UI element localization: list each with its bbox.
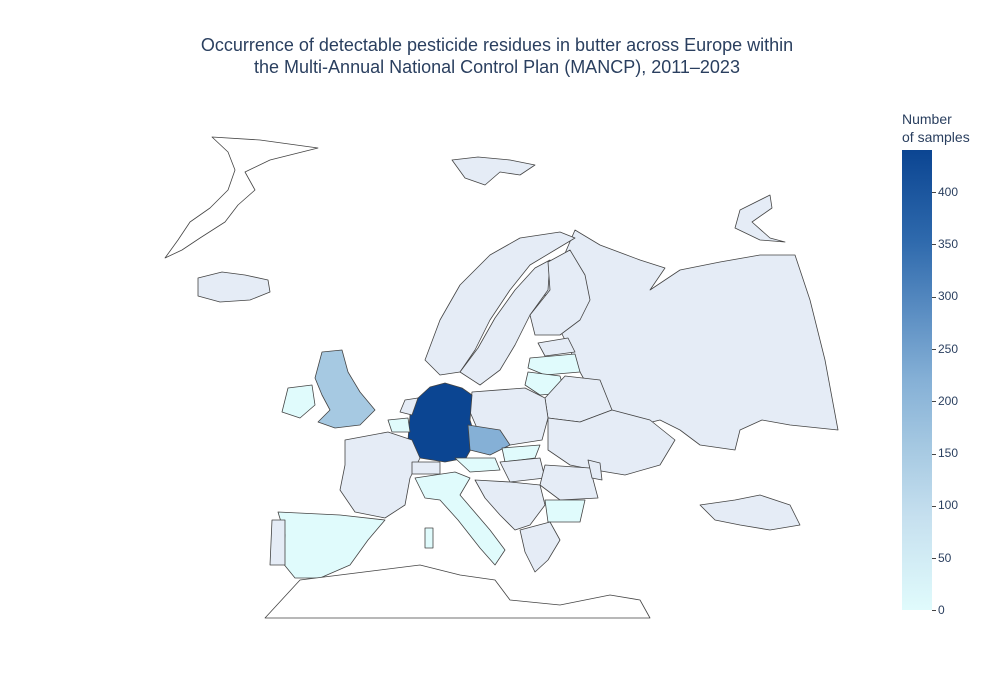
colorbar — [902, 150, 932, 610]
region-greece — [519, 521, 561, 573]
colorbar-tick-label: 300 — [932, 289, 958, 303]
colorbar-tick-label: 0 — [932, 603, 945, 617]
region-slovakia — [501, 444, 541, 463]
region-hungary — [499, 457, 546, 483]
region-romania — [539, 464, 599, 501]
chart-title-line-1: Occurrence of detectable pesticide resid… — [200, 35, 794, 55]
region-italy — [414, 471, 506, 566]
region-czechia — [467, 424, 511, 456]
colorbar-tick-label: 250 — [932, 342, 958, 356]
colorbar-title-line-1: Number — [902, 111, 952, 127]
region-iceland — [197, 271, 271, 303]
chart-title: Occurrence of detectable pesticide resid… — [0, 34, 994, 78]
colorbar-tick-label: 350 — [932, 237, 958, 251]
colorbar-tick-label: 50 — [932, 551, 951, 565]
region-moldova — [587, 459, 603, 481]
colorbar-title-line-2: of samples — [902, 129, 970, 145]
region-sardinia — [424, 527, 434, 549]
region-latvia — [527, 353, 581, 376]
region-spain — [277, 511, 386, 579]
colorbar-tick-label: 200 — [932, 394, 958, 408]
region-novaya-zemlya — [734, 194, 786, 243]
region-turkey — [699, 494, 801, 531]
region-north-africa — [264, 564, 651, 619]
chart-title-line-2: the Multi-Annual National Control Plan (… — [254, 57, 740, 77]
region-finland — [529, 249, 591, 336]
region-ukraine — [547, 409, 676, 476]
region-bulgaria — [544, 499, 586, 523]
region-balkans — [474, 479, 546, 531]
region-austria — [454, 457, 501, 473]
region-norway — [424, 231, 576, 376]
region-netherlands — [399, 397, 419, 416]
region-estonia — [537, 337, 576, 357]
colorbar-title: Number of samples — [902, 110, 997, 146]
colorbar-tick-label: 400 — [932, 185, 958, 199]
region-ireland — [281, 384, 316, 419]
region-belgium — [387, 417, 411, 433]
region-switzerland — [411, 461, 441, 475]
region-france — [339, 431, 421, 519]
region-greenland — [164, 136, 319, 259]
colorbar-ticks: 0 50 100 150 200 250 300 350 400 — [932, 150, 992, 617]
region-germany — [407, 382, 477, 463]
colorbar-tick-label: 100 — [932, 498, 958, 512]
region-svalbard — [451, 156, 536, 186]
colorbar-tick-label: 150 — [932, 446, 958, 460]
region-united-kingdom — [314, 349, 376, 429]
region-portugal — [269, 519, 286, 566]
